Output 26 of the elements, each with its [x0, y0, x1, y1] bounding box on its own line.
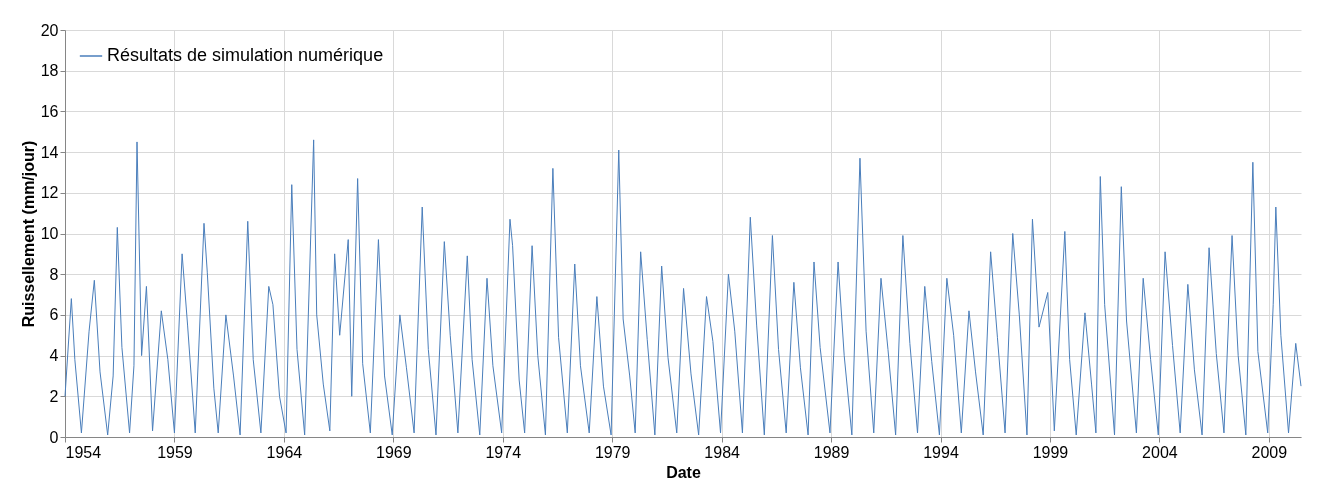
y-tick-label: 16: [40, 102, 59, 120]
y-tick-label: 8: [49, 265, 59, 283]
x-tick-label: 1994: [923, 443, 959, 461]
y-tick-label: 12: [40, 184, 59, 202]
y-tick-label: 18: [40, 62, 59, 80]
x-tick-label: 1974: [485, 443, 522, 461]
x-tick-label: 2004: [1142, 443, 1178, 461]
x-tick-label: 1979: [594, 443, 631, 461]
x-tick-label: 1964: [266, 443, 303, 461]
x-tick-label: 1989: [813, 443, 850, 461]
y-tick-label: 2: [49, 387, 59, 405]
y-tick-label: 20: [40, 21, 59, 39]
legend-label: Résultats de simulation numérique: [107, 45, 384, 65]
y-tick-label: 14: [40, 143, 59, 161]
x-tick-label: 1959: [157, 443, 193, 461]
y-tick-label: 0: [49, 428, 59, 446]
y-tick-label: 4: [49, 347, 59, 365]
x-tick-label: 1954: [65, 443, 102, 461]
x-tick-label: 1999: [1032, 443, 1069, 461]
y-tick-label: 6: [49, 306, 59, 324]
x-tick-label: 1984: [704, 443, 741, 461]
x-tick-label: 2009: [1251, 443, 1288, 461]
x-axis-title: Date: [666, 463, 701, 481]
y-axis-title: Ruissellement (mm/jour): [19, 140, 37, 328]
y-tick-label: 10: [40, 225, 59, 242]
x-tick-label: 1969: [376, 443, 412, 461]
